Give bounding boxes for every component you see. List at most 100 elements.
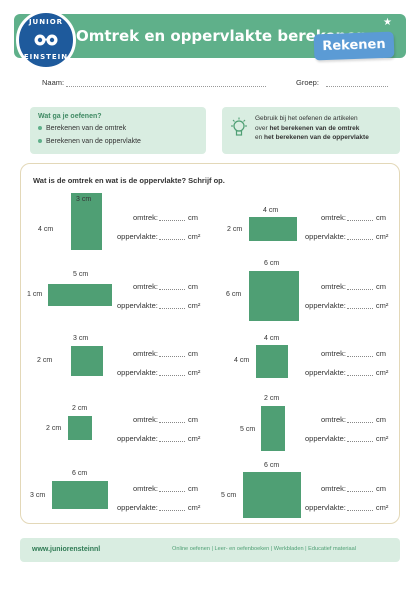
tip-box: Gebruik bij het oefenen de artikelen ove…: [222, 107, 400, 154]
goal-item: Berekenen van de oppervlakte: [38, 138, 141, 145]
goal-item: Berekenen van de omtrek: [38, 125, 126, 132]
rectangle-shape: [243, 472, 301, 518]
height-label: 2 cm: [37, 357, 53, 364]
rectangle-shape: [68, 416, 92, 440]
unit-squared-label: cm²: [375, 232, 389, 241]
unit-label: cm: [376, 415, 387, 424]
unit-label: cm: [376, 484, 387, 493]
unit-squared-label: cm²: [375, 368, 389, 377]
area-answer: oppervlakte: cm²: [117, 503, 200, 512]
unit-label: cm: [376, 282, 387, 291]
area-input[interactable]: [346, 441, 373, 442]
glasses-icon: [34, 34, 58, 46]
area-answer: oppervlakte: cm²: [305, 434, 388, 443]
unit-label: cm: [376, 213, 387, 222]
perimeter-answer: omtrek: cm: [321, 349, 386, 358]
perimeter-input[interactable]: [347, 422, 374, 423]
lightbulb-icon: [231, 117, 247, 136]
area-input[interactable]: [158, 308, 185, 309]
rectangle-shape: [71, 346, 103, 376]
perimeter-label: omtrek:: [133, 213, 159, 222]
height-label: 5 cm: [221, 492, 237, 499]
area-label: oppervlakte:: [305, 232, 346, 241]
area-input[interactable]: [346, 375, 373, 376]
unit-squared-label: cm²: [187, 434, 201, 443]
exercise-area: [20, 163, 400, 524]
area-answer: oppervlakte: cm²: [117, 434, 200, 443]
perimeter-label: omtrek:: [133, 349, 159, 358]
rectangle-shape: [52, 481, 108, 509]
area-input[interactable]: [158, 375, 185, 376]
perimeter-answer: omtrek: cm: [133, 213, 198, 222]
area-answer: oppervlakte: cm²: [305, 301, 388, 310]
unit-squared-label: cm²: [375, 301, 389, 310]
group-label: Groep:: [296, 78, 319, 87]
rectangle-shape: [71, 193, 102, 250]
area-input[interactable]: [346, 308, 373, 309]
goal-item-label: Berekenen van de oppervlakte: [46, 138, 141, 145]
area-answer: oppervlakte: cm²: [117, 368, 200, 377]
area-answer: oppervlakte: cm²: [117, 301, 200, 310]
footer-bar: www.juniorensteinnl Online oefenen | Lee…: [20, 538, 400, 562]
perimeter-input[interactable]: [347, 289, 374, 290]
area-label: oppervlakte:: [305, 368, 346, 377]
rectangle-shape: [249, 217, 297, 241]
width-label: 6 cm: [264, 462, 280, 469]
height-label: 5 cm: [240, 426, 256, 433]
area-input[interactable]: [158, 441, 185, 442]
width-label: 2 cm: [72, 405, 88, 412]
perimeter-input[interactable]: [347, 491, 374, 492]
footer-links[interactable]: Online oefenen | Leer- en oefenboeken | …: [172, 546, 356, 552]
perimeter-input[interactable]: [159, 422, 186, 423]
perimeter-answer: omtrek: cm: [321, 282, 386, 291]
rectangle-shape: [261, 406, 285, 451]
junior-einstein-logo: JUNIOR EINSTEIN: [16, 10, 76, 70]
area-input[interactable]: [346, 239, 373, 240]
area-input[interactable]: [158, 239, 185, 240]
perimeter-answer: omtrek: cm: [321, 484, 386, 493]
perimeter-answer: omtrek: cm: [321, 213, 386, 222]
area-label: oppervlakte:: [117, 301, 158, 310]
unit-label: cm: [376, 349, 387, 358]
group-field[interactable]: [326, 86, 388, 87]
height-label: 1 cm: [27, 291, 43, 298]
perimeter-answer: omtrek: cm: [133, 484, 198, 493]
unit-squared-label: cm²: [375, 434, 389, 443]
goal-title: Wat ga je oefenen?: [38, 113, 102, 120]
unit-label: cm: [188, 282, 199, 291]
width-label: 4 cm: [264, 335, 280, 342]
unit-squared-label: cm²: [375, 503, 389, 512]
subject-tag-label: Rekenen: [322, 36, 386, 55]
perimeter-label: omtrek:: [133, 484, 159, 493]
area-input[interactable]: [346, 510, 373, 511]
area-answer: oppervlakte: cm²: [305, 232, 388, 241]
unit-label: cm: [188, 415, 199, 424]
area-label: oppervlakte:: [117, 232, 158, 241]
tip-line-2: over het berekenen van de omtrek: [255, 124, 397, 134]
area-input[interactable]: [158, 510, 185, 511]
area-label: oppervlakte:: [117, 503, 158, 512]
perimeter-input[interactable]: [159, 220, 186, 221]
star-icon: ★: [383, 17, 392, 28]
perimeter-input[interactable]: [347, 220, 374, 221]
name-field[interactable]: [66, 86, 266, 87]
width-label: 2 cm: [264, 395, 280, 402]
unit-squared-label: cm²: [187, 232, 201, 241]
unit-squared-label: cm²: [187, 503, 201, 512]
website-link[interactable]: www.juniorensteinnl: [32, 546, 101, 553]
perimeter-input[interactable]: [159, 356, 186, 357]
unit-label: cm: [188, 213, 199, 222]
tip-line-2-pre: over: [255, 124, 270, 132]
unit-squared-label: cm²: [187, 301, 201, 310]
perimeter-input[interactable]: [159, 289, 186, 290]
logo-text-bottom: EINSTEIN: [23, 53, 69, 61]
area-label: oppervlakte:: [305, 434, 346, 443]
logo-text-top: JUNIOR: [28, 18, 64, 26]
area-answer: oppervlakte: cm²: [305, 503, 388, 512]
tip-line-2-bold: het berekenen van de omtrek: [269, 124, 360, 132]
perimeter-input[interactable]: [347, 356, 374, 357]
tip-line-3-bold: het berekenen van de oppervlakte: [264, 134, 369, 141]
tip-line-1: Gebruik bij het oefenen de artikelen: [255, 115, 358, 122]
bullet-icon: [38, 126, 42, 131]
perimeter-input[interactable]: [159, 491, 186, 492]
